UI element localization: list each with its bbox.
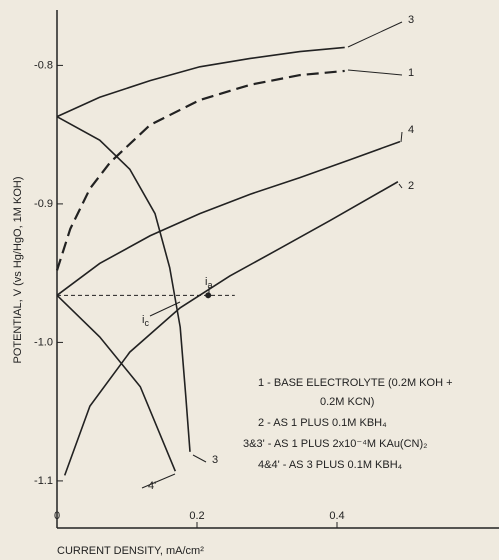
x-tick-label: 0	[54, 510, 60, 522]
annotation: ic	[142, 314, 149, 328]
label-arrow	[192, 454, 207, 463]
legend-text: 4&4' - AS 3 PLUS 0.1M KBH₄	[258, 459, 403, 471]
x-axis-title: CURRENT DENSITY, mA/cm²	[57, 545, 204, 557]
point-marker	[205, 292, 212, 299]
label-arrow	[347, 69, 403, 76]
curve	[56, 140, 401, 296]
annotation-text: i	[205, 276, 207, 288]
legend-text: 2 - AS 1 PLUS 0.1M KBH₄	[258, 417, 387, 429]
curve-label: 3	[212, 454, 218, 466]
curve	[63, 181, 399, 476]
curve-label: 4	[408, 124, 414, 136]
legend-text: 0.2M KCN)	[320, 396, 374, 408]
x-tick-label: 0.4	[329, 510, 344, 522]
legend-text: 1 - BASE ELECTROLYTE (0.2M KOH +	[258, 377, 453, 389]
annotation-arrow	[149, 301, 181, 317]
curve	[56, 115, 191, 452]
curve	[56, 294, 177, 472]
annotation-sub: a	[207, 280, 212, 290]
label-arrow	[400, 131, 403, 143]
annotation-text: i	[142, 314, 144, 326]
curve	[55, 69, 345, 271]
y-tick-label: -1.0	[34, 336, 53, 348]
y-axis-title: POTENTIAL, V (vs Hg/HgO, 1M KOH)	[12, 176, 24, 363]
curve	[56, 46, 345, 118]
annotation: ia	[205, 276, 212, 290]
label-arrow	[398, 183, 403, 189]
y-tick-label: -0.9	[34, 198, 53, 210]
curve-label: 2	[408, 180, 414, 192]
legend-text: 3&3' - AS 1 PLUS 2x10⁻⁴M KAu(CN)₂	[243, 438, 427, 450]
annotation-sub: c	[144, 318, 149, 328]
curve-label: 1	[408, 67, 414, 79]
y-tick-label: -0.8	[34, 59, 53, 71]
curve-label: 3	[408, 14, 414, 26]
x-tick-label: 0.2	[189, 510, 204, 522]
label-arrow	[347, 21, 403, 48]
label-arrow	[141, 473, 176, 489]
y-tick-label: -1.1	[34, 475, 53, 487]
curve-label: 4'	[148, 480, 156, 492]
